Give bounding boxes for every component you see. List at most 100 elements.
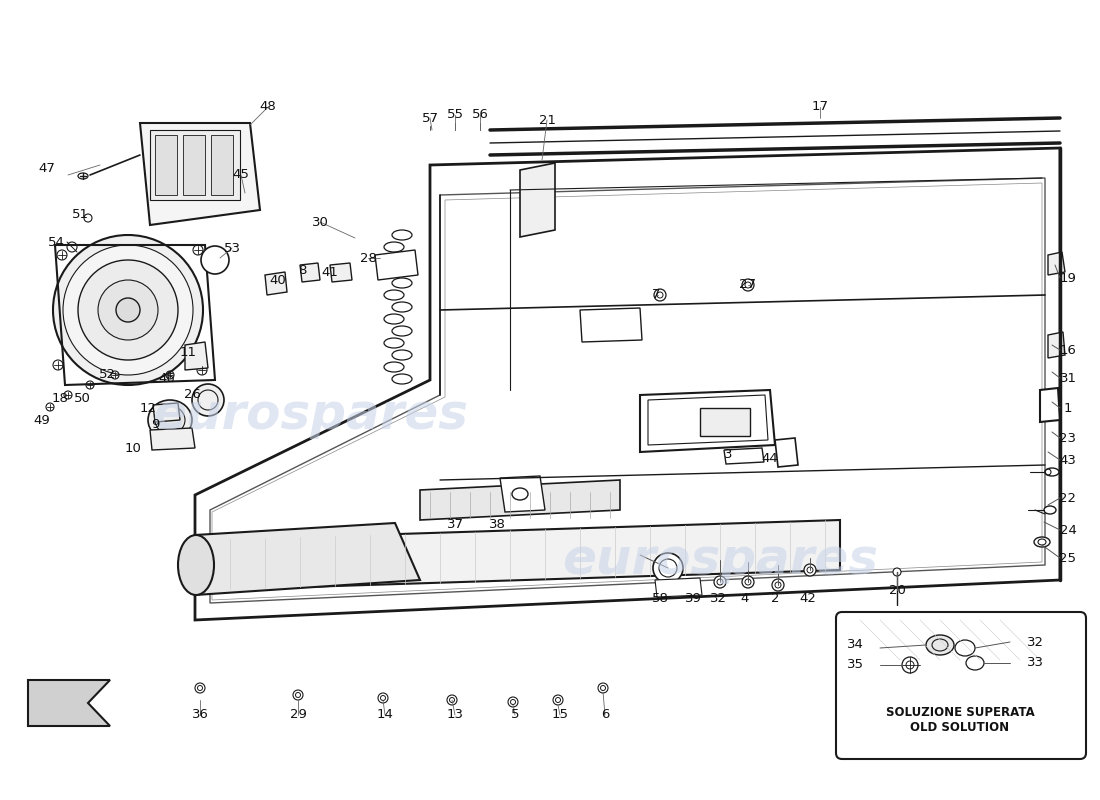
Text: 28: 28	[360, 251, 376, 265]
Text: 47: 47	[39, 162, 55, 174]
Ellipse shape	[378, 693, 388, 703]
Polygon shape	[580, 308, 642, 342]
Text: 33: 33	[1026, 657, 1044, 670]
Text: 43: 43	[1059, 454, 1077, 466]
Text: 29: 29	[289, 709, 307, 722]
Text: 22: 22	[1059, 491, 1077, 505]
Ellipse shape	[742, 279, 754, 291]
Text: 7: 7	[651, 289, 660, 302]
Ellipse shape	[893, 568, 901, 576]
Text: 9: 9	[151, 418, 160, 431]
Ellipse shape	[447, 695, 456, 705]
Ellipse shape	[63, 245, 192, 375]
Ellipse shape	[714, 576, 726, 588]
Text: 48: 48	[260, 101, 276, 114]
Ellipse shape	[53, 235, 204, 385]
Text: 21: 21	[539, 114, 556, 126]
Ellipse shape	[1045, 468, 1059, 476]
Text: 12: 12	[140, 402, 156, 414]
Ellipse shape	[1044, 506, 1056, 514]
Text: 4: 4	[740, 591, 749, 605]
Text: 39: 39	[684, 591, 702, 605]
Text: 58: 58	[651, 591, 669, 605]
Polygon shape	[776, 438, 798, 467]
Bar	[155, 135, 177, 195]
Polygon shape	[654, 578, 702, 597]
Text: 46: 46	[158, 371, 175, 385]
Polygon shape	[1048, 332, 1065, 358]
Ellipse shape	[598, 683, 608, 693]
Text: eurospares: eurospares	[562, 536, 878, 584]
Ellipse shape	[116, 298, 140, 322]
Polygon shape	[375, 250, 418, 280]
Text: 1: 1	[1064, 402, 1072, 414]
Text: 42: 42	[800, 591, 816, 605]
Text: 26: 26	[184, 389, 200, 402]
Text: 8: 8	[298, 263, 306, 277]
Polygon shape	[150, 428, 195, 450]
Polygon shape	[420, 480, 620, 520]
Text: 57: 57	[421, 111, 439, 125]
Text: 18: 18	[52, 391, 68, 405]
Text: 31: 31	[1059, 371, 1077, 385]
Ellipse shape	[293, 690, 303, 700]
Bar	[700, 408, 750, 436]
Text: 53: 53	[223, 242, 241, 254]
Text: 14: 14	[376, 709, 394, 722]
Text: 25: 25	[1059, 551, 1077, 565]
Text: 32: 32	[710, 591, 726, 605]
Bar	[211, 135, 233, 195]
Polygon shape	[724, 448, 764, 464]
Ellipse shape	[178, 535, 215, 595]
Ellipse shape	[804, 564, 816, 576]
Bar	[150, 130, 240, 200]
Text: 20: 20	[889, 583, 905, 597]
Polygon shape	[640, 390, 776, 452]
Text: 2: 2	[771, 591, 779, 605]
Polygon shape	[520, 163, 556, 237]
Polygon shape	[330, 263, 352, 282]
Text: 34: 34	[847, 638, 864, 651]
Ellipse shape	[955, 640, 975, 656]
Text: 32: 32	[1026, 635, 1044, 649]
Polygon shape	[153, 403, 180, 422]
Text: 17: 17	[812, 101, 828, 114]
Ellipse shape	[654, 289, 666, 301]
Text: 24: 24	[1059, 523, 1077, 537]
Text: 11: 11	[179, 346, 197, 358]
Polygon shape	[210, 520, 840, 590]
Text: 44: 44	[761, 451, 779, 465]
Polygon shape	[28, 680, 110, 726]
Text: 38: 38	[488, 518, 505, 531]
Polygon shape	[1040, 388, 1060, 422]
Ellipse shape	[98, 280, 158, 340]
Text: SOLUZIONE SUPERATA
OLD SOLUTION: SOLUZIONE SUPERATA OLD SOLUTION	[886, 706, 1034, 734]
Text: 10: 10	[124, 442, 142, 454]
Polygon shape	[1048, 252, 1065, 275]
Bar	[183, 135, 205, 195]
FancyBboxPatch shape	[836, 612, 1086, 759]
Text: 15: 15	[551, 709, 569, 722]
Ellipse shape	[195, 683, 205, 693]
Ellipse shape	[78, 173, 88, 179]
Text: 54: 54	[47, 235, 65, 249]
Ellipse shape	[902, 657, 918, 673]
Ellipse shape	[78, 260, 178, 360]
Text: 50: 50	[74, 391, 90, 405]
Ellipse shape	[772, 579, 784, 591]
Text: 49: 49	[34, 414, 51, 426]
Ellipse shape	[192, 384, 224, 416]
Text: 23: 23	[1059, 431, 1077, 445]
Text: 5: 5	[510, 709, 519, 722]
Text: 55: 55	[447, 109, 463, 122]
Polygon shape	[195, 523, 420, 595]
Text: 45: 45	[232, 169, 250, 182]
Polygon shape	[265, 272, 287, 295]
Ellipse shape	[926, 635, 954, 655]
Text: 37: 37	[447, 518, 463, 531]
Text: 40: 40	[270, 274, 286, 286]
Ellipse shape	[508, 697, 518, 707]
Text: 51: 51	[72, 209, 88, 222]
Text: 56: 56	[472, 109, 488, 122]
Text: 52: 52	[99, 369, 116, 382]
